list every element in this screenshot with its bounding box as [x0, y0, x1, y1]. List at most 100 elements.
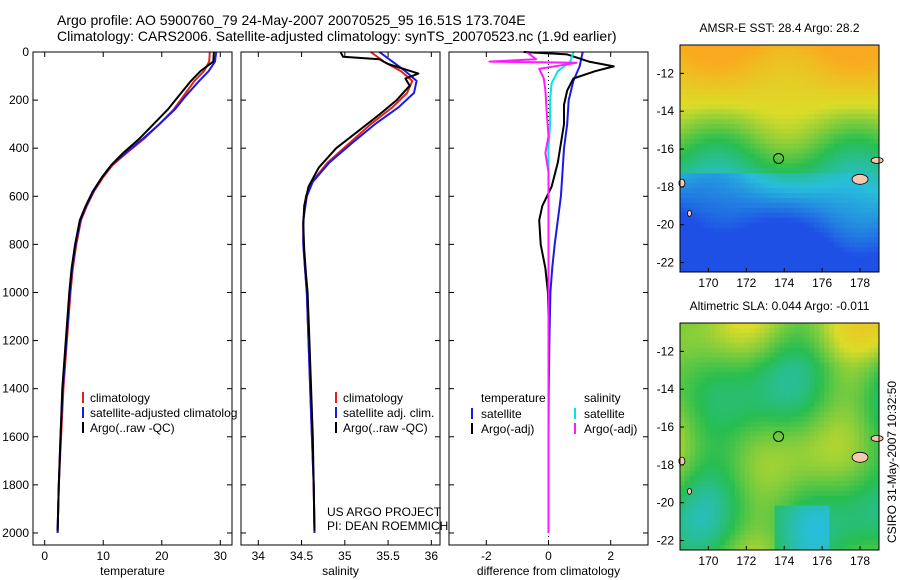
map-cell [714, 153, 721, 159]
map-cell [854, 138, 860, 145]
map-cell [839, 545, 845, 551]
map-cell [794, 387, 800, 393]
map-cell [774, 183, 780, 189]
map-cell [749, 257, 756, 263]
map-cell [680, 84, 686, 90]
map-cell [794, 128, 800, 135]
map-cell [734, 382, 741, 388]
map-cell [819, 217, 825, 224]
map-cell [704, 109, 711, 115]
map-cell [844, 119, 850, 125]
map-cell [779, 431, 785, 437]
map-cell [794, 500, 800, 506]
map-cell [784, 332, 790, 339]
map-cell [704, 406, 711, 413]
map-cell [689, 456, 696, 462]
map-cell [799, 545, 805, 551]
map-cell [729, 257, 736, 263]
map-cell [869, 357, 875, 363]
map-cell [834, 475, 840, 482]
map-cell [729, 485, 736, 492]
map-cell [829, 392, 835, 398]
map-cell [744, 114, 751, 120]
map-cell [704, 535, 711, 541]
map-cell [744, 193, 751, 199]
map-cell [839, 163, 845, 169]
sla-map-title: Altimetric SLA: 0.044 Argo: -0.011 [690, 299, 870, 313]
map-cell [874, 148, 880, 154]
map-cell [699, 372, 706, 378]
map-cell [729, 207, 736, 214]
map-cell [764, 168, 770, 174]
map-cell [864, 461, 870, 467]
map-cell [789, 495, 795, 502]
depth-tick-label: 0 [22, 45, 29, 59]
map-cell [839, 495, 845, 502]
map-cell [784, 45, 790, 51]
map-cell [854, 475, 860, 482]
map-cell [779, 323, 785, 329]
map-cell [754, 436, 761, 442]
map-cell [764, 153, 770, 159]
map-cell [684, 99, 691, 105]
map-cell [699, 392, 706, 398]
map-cell [734, 79, 741, 85]
map-cell [839, 54, 845, 61]
map-cell [729, 490, 736, 497]
map-cell [714, 202, 721, 209]
map-cell [724, 342, 731, 349]
map-cell [744, 545, 751, 551]
map-cell [704, 104, 711, 110]
map-cell [744, 406, 751, 413]
map-cell [694, 153, 701, 159]
map-cell [804, 357, 810, 363]
map-cell [854, 515, 860, 521]
map-cell [834, 257, 840, 263]
map-cell [809, 247, 815, 253]
map-cell [774, 451, 780, 457]
map-cell [804, 540, 810, 546]
map-cell [739, 367, 746, 373]
map-cell [774, 382, 780, 388]
salinity-series-line-0 [302, 51, 414, 534]
map-cell [709, 362, 716, 368]
map-cell [769, 178, 775, 184]
map-cell [774, 535, 780, 541]
map-cell [819, 173, 825, 179]
map-cell [719, 431, 726, 437]
map-cell [839, 237, 845, 243]
map-cell [819, 323, 825, 329]
map-cell [854, 207, 860, 214]
map-cell [819, 456, 825, 462]
map-cell [829, 197, 835, 204]
map-cell [689, 337, 696, 344]
map-cell [704, 267, 711, 273]
map-cell [814, 337, 820, 344]
map-cell [874, 114, 880, 120]
map-cell [854, 262, 860, 268]
map-cell [714, 525, 721, 531]
map-cell [749, 392, 756, 398]
map-cell [784, 69, 790, 75]
map-cell [824, 163, 830, 169]
map-cell [714, 188, 721, 194]
map-cell [804, 148, 810, 154]
map-cell [814, 237, 820, 243]
map-cell [844, 193, 850, 199]
map-cell [749, 178, 756, 184]
difference-x-tick-label: 0 [545, 549, 552, 563]
map-cell [804, 372, 810, 378]
map-cell [799, 500, 805, 506]
map-cell [744, 158, 751, 164]
map-cell [834, 183, 840, 189]
map-cell [834, 173, 840, 179]
map-cell [769, 475, 775, 482]
map-cell [774, 257, 780, 263]
map-cell [854, 441, 860, 447]
map-cell [774, 406, 780, 413]
map-cell [754, 327, 761, 334]
map-cell [799, 45, 805, 51]
map-cell [834, 207, 840, 214]
map-cell [849, 490, 855, 497]
map-cell [774, 84, 780, 90]
